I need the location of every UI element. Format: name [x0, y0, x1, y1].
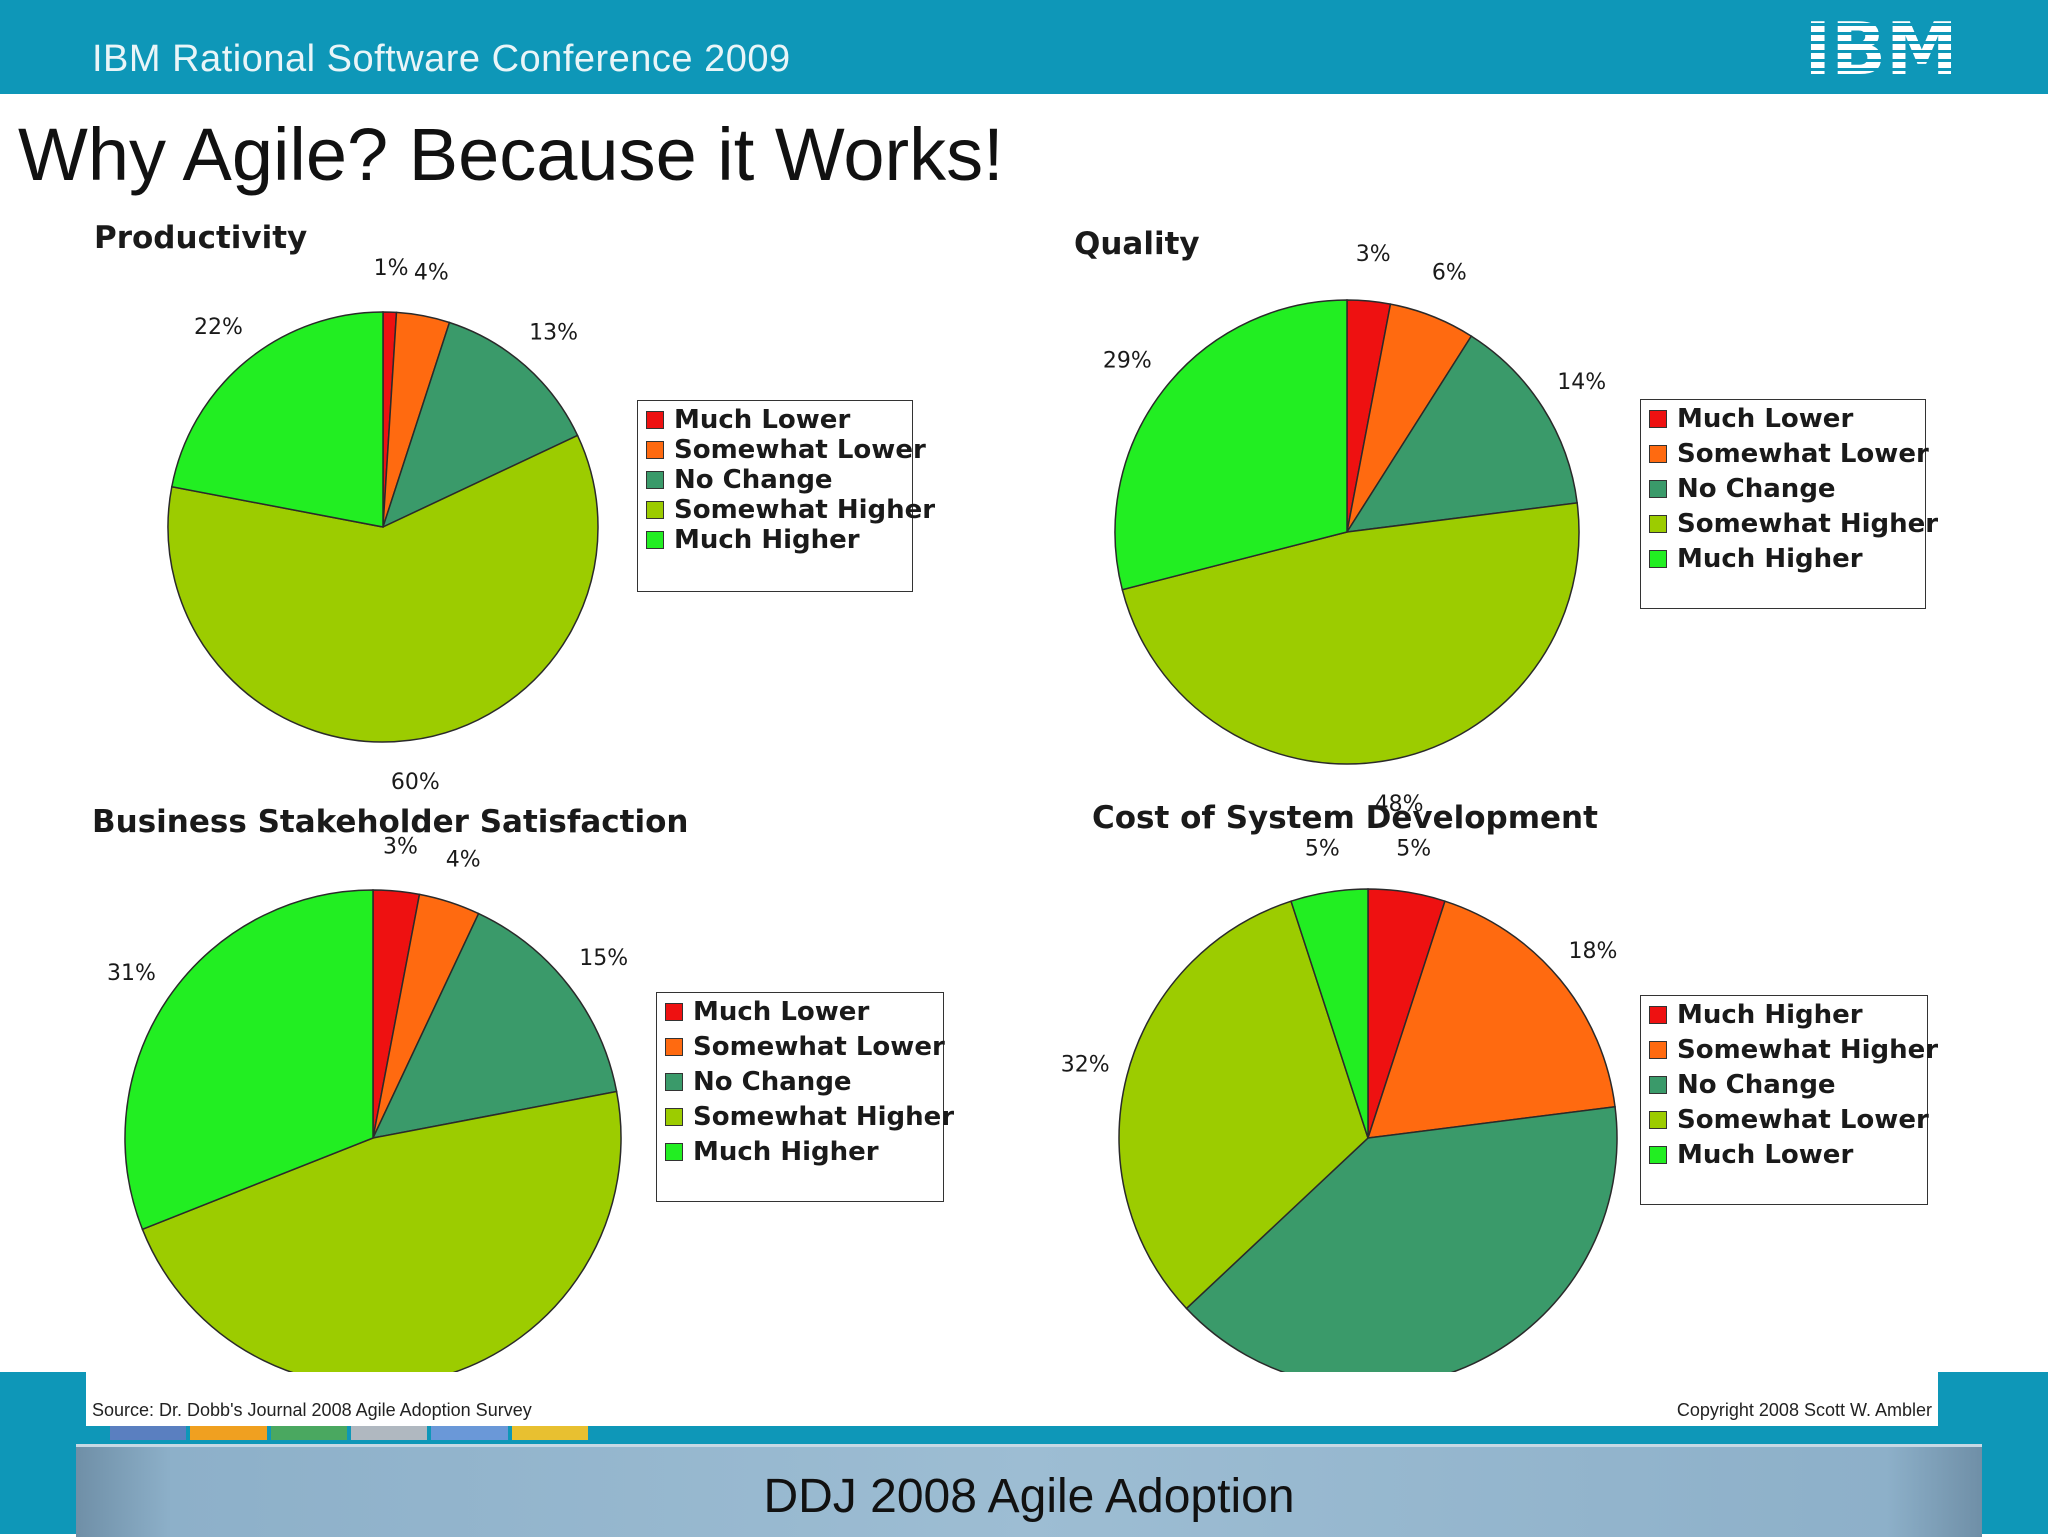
swatch-somewhat-lower: [1649, 1111, 1667, 1129]
pie-data-label: 60%: [391, 770, 440, 795]
swatch-no-change: [646, 471, 664, 489]
legend-item: No Change: [646, 465, 904, 495]
decorative-strip: [110, 1426, 588, 1440]
legend-stakeholder-satisfaction: Much Lower Somewhat Lower No Change Some…: [656, 992, 954, 1202]
legend-item: No Change: [1649, 1070, 1919, 1100]
conference-title: IBM Rational Software Conference 2009: [92, 38, 791, 80]
chart-title-quality: Quality: [1074, 226, 1200, 262]
swatch-somewhat-lower: [665, 1038, 683, 1056]
pie-quality: 3% 6% 14% 48% 29%: [1103, 242, 1606, 817]
swatch-much-higher: [665, 1143, 683, 1161]
deco-block: [110, 1426, 187, 1440]
pie-data-label: 5%: [1396, 837, 1431, 862]
deco-block: [270, 1426, 347, 1440]
swatch-somewhat-lower: [646, 441, 664, 459]
swatch-somewhat-higher: [1649, 1041, 1667, 1059]
pie-slice-much-higher: [1114, 299, 1348, 591]
swatch-no-change: [1649, 480, 1667, 498]
pie-slice-no-change: [381, 321, 579, 529]
legend-item: Much Higher: [1649, 544, 1917, 574]
legend-item: No Change: [1649, 474, 1917, 504]
deco-block: [511, 1426, 588, 1440]
chart-title-productivity: Productivity: [94, 220, 308, 256]
pie-data-label: 4%: [414, 261, 449, 286]
pie-slice-no-change: [1345, 335, 1579, 533]
swatch-somewhat-higher: [646, 501, 664, 519]
legend-item: Much Lower: [1649, 404, 1917, 434]
pie-data-label: 1%: [374, 256, 409, 281]
legend-item: Somewhat Higher: [1649, 1035, 1938, 1065]
legend-item: Somewhat Higher: [1649, 509, 1938, 539]
pie-productivity: 1% 4% 13% 60% 22%: [167, 256, 599, 795]
pie-slice-somewhat-higher: [167, 434, 599, 743]
pie-slice-somewhat-higher: [1366, 900, 1616, 1139]
pie-data-label: 14%: [1557, 370, 1606, 395]
footer-panel: [86, 1372, 1938, 1426]
swatch-somewhat-higher: [665, 1108, 683, 1126]
pie-data-label: 29%: [1103, 349, 1152, 374]
source-note: Source: Dr. Dobb's Journal 2008 Agile Ad…: [92, 1400, 532, 1420]
pie-slice-much-higher: [170, 311, 384, 528]
pie-slice-no-change: [1185, 1105, 1618, 1388]
footer-bar: DDJ 2008 Agile Adoption: [76, 1444, 1982, 1537]
swatch-much-lower: [1649, 1146, 1667, 1164]
legend-item: Somewhat Lower: [1649, 439, 1929, 469]
pie-data-label: 13%: [529, 321, 578, 346]
legend-item: Much Lower: [665, 997, 935, 1027]
deco-block: [431, 1426, 508, 1440]
footer-title: DDJ 2008 Agile Adoption: [763, 1470, 1295, 1523]
pie-slice-no-change: [371, 912, 618, 1140]
pie-data-label: 32%: [1061, 1052, 1110, 1077]
pie-data-label: 15%: [579, 946, 628, 971]
swatch-no-change: [665, 1073, 683, 1091]
swatch-somewhat-lower: [1649, 445, 1667, 463]
ibm-logo-icon: IBM: [1804, 16, 1957, 80]
pie-data-label: 4%: [446, 847, 481, 872]
chart-title-cost-development: Cost of System Development: [1092, 800, 1598, 836]
legend-item: Much Lower: [646, 405, 904, 435]
swatch-much-lower: [1649, 410, 1667, 428]
swatch-much-higher: [646, 531, 664, 549]
legend-quality: Much Lower Somewhat Lower No Change Some…: [1640, 399, 1938, 609]
deco-block: [190, 1426, 267, 1440]
legend-productivity: Much Lower Somewhat Lower No Change Some…: [637, 400, 935, 592]
pie-data-label: 48%: [1375, 792, 1424, 817]
legend-item: Much Higher: [665, 1137, 935, 1167]
legend-item: Somewhat Higher: [665, 1102, 954, 1132]
deco-block: [350, 1426, 428, 1440]
legend-item: Much Lower: [1649, 1140, 1919, 1170]
pie-slice-much-higher: [124, 889, 374, 1231]
pie-stakeholder-satisfaction: 3%4%15%47%31%: [107, 834, 628, 1430]
header-bar: IBM Rational Software Conference 2009 IB…: [0, 0, 2048, 94]
pie-slice-much-lower: [1290, 888, 1369, 1139]
swatch-much-higher: [1649, 1006, 1667, 1024]
pie-slice-somewhat-higher: [1121, 502, 1580, 765]
swatch-much-higher: [1649, 550, 1667, 568]
legend-item: No Change: [665, 1067, 935, 1097]
slide-title: Why Agile? Because it Works!: [18, 113, 1004, 196]
copyright-note: Copyright 2008 Scott W. Ambler: [1676, 1400, 1932, 1420]
pie-data-label: 3%: [383, 834, 418, 859]
legend-item: Somewhat Higher: [646, 495, 935, 525]
legend-item: Much Higher: [1649, 1000, 1919, 1030]
legend-item: Much Higher: [646, 525, 904, 555]
pie-data-label: 5%: [1305, 837, 1340, 862]
pie-data-label: 31%: [107, 961, 156, 986]
pie-cost-development: 5%18%40%32%5%: [1061, 837, 1618, 1414]
swatch-much-lower: [665, 1003, 683, 1021]
svg-text:IBM: IBM: [1804, 16, 1957, 80]
legend-item: Somewhat Lower: [665, 1032, 945, 1062]
pie-data-label: 18%: [1569, 939, 1618, 964]
swatch-no-change: [1649, 1076, 1667, 1094]
legend-cost-development: Much Higher Somewhat Higher No Change So…: [1640, 995, 1938, 1205]
legend-item: Somewhat Lower: [1649, 1105, 1929, 1135]
pie-data-label: 3%: [1356, 242, 1391, 267]
pie-data-label: 22%: [194, 315, 243, 340]
pie-data-label: 6%: [1432, 261, 1467, 286]
pie-slice-somewhat-lower: [1118, 900, 1369, 1310]
swatch-much-lower: [646, 411, 664, 429]
legend-item: Somewhat Lower: [646, 435, 926, 465]
swatch-somewhat-higher: [1649, 515, 1667, 533]
chart-title-stakeholder-satisfaction: Business Stakeholder Satisfaction: [92, 804, 689, 840]
